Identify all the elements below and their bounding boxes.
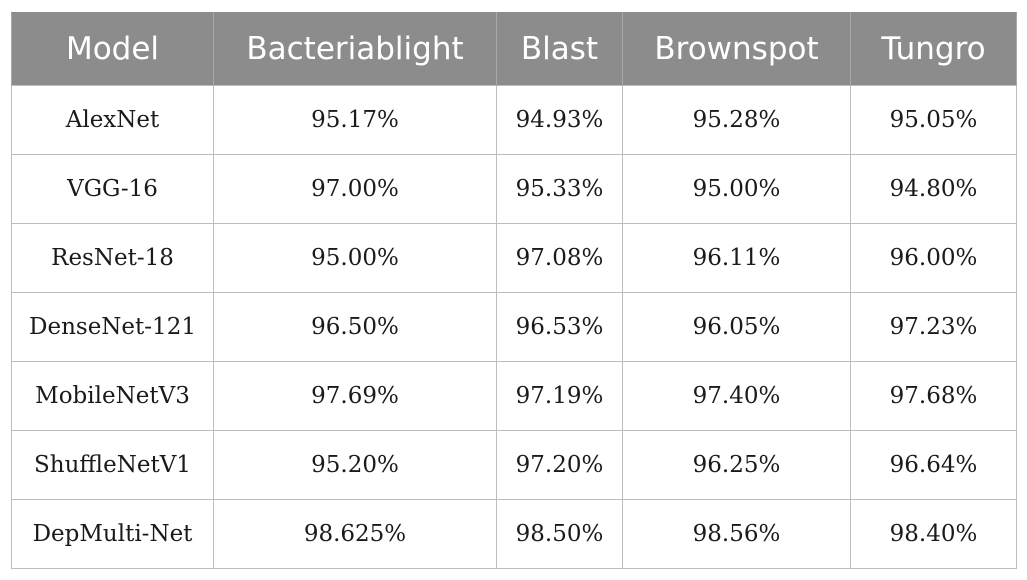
- header-model: Model: [11, 12, 214, 86]
- brownspot-cell: 96.11%: [622, 223, 851, 293]
- brownspot-cell: 98.56%: [622, 499, 851, 569]
- table-row: DenseNet-121 96.50% 96.53% 96.05% 97.23%: [11, 292, 1017, 362]
- blast-cell: 98.50%: [496, 499, 623, 569]
- blast-cell: 97.08%: [496, 223, 623, 293]
- tungro-cell: 97.23%: [850, 292, 1017, 362]
- model-name-cell: VGG-16: [11, 154, 214, 224]
- tungro-cell: 95.05%: [850, 85, 1017, 155]
- bacteriablight-cell: 97.69%: [213, 361, 497, 431]
- bacteriablight-cell: 98.625%: [213, 499, 497, 569]
- header-brownspot: Brownspot: [622, 12, 851, 86]
- bacteriablight-cell: 95.00%: [213, 223, 497, 293]
- table-body: AlexNet 95.17% 94.93% 95.28% 95.05% VGG-…: [11, 85, 1017, 569]
- model-name-cell: ShuffleNetV1: [11, 430, 214, 500]
- table-row: AlexNet 95.17% 94.93% 95.28% 95.05%: [11, 85, 1017, 155]
- tungro-cell: 96.64%: [850, 430, 1017, 500]
- bacteriablight-cell: 97.00%: [213, 154, 497, 224]
- table-row: DepMulti-Net 98.625% 98.50% 98.56% 98.40…: [11, 499, 1017, 569]
- brownspot-cell: 96.05%: [622, 292, 851, 362]
- model-name-cell: MobileNetV3: [11, 361, 214, 431]
- blast-cell: 96.53%: [496, 292, 623, 362]
- bacteriablight-cell: 95.20%: [213, 430, 497, 500]
- blast-cell: 97.19%: [496, 361, 623, 431]
- model-name-cell: ResNet-18: [11, 223, 214, 293]
- table-row: MobileNetV3 97.69% 97.19% 97.40% 97.68%: [11, 361, 1017, 431]
- header-row: Model Bacteriablight Blast Brownspot Tun…: [11, 12, 1017, 86]
- model-name-cell: AlexNet: [11, 85, 214, 155]
- blast-cell: 97.20%: [496, 430, 623, 500]
- blast-cell: 95.33%: [496, 154, 623, 224]
- tungro-cell: 98.40%: [850, 499, 1017, 569]
- brownspot-cell: 95.28%: [622, 85, 851, 155]
- brownspot-cell: 96.25%: [622, 430, 851, 500]
- blast-cell: 94.93%: [496, 85, 623, 155]
- model-name-cell: DepMulti-Net: [11, 499, 214, 569]
- bacteriablight-cell: 95.17%: [213, 85, 497, 155]
- model-name-cell: DenseNet-121: [11, 292, 214, 362]
- table-row: ShuffleNetV1 95.20% 97.20% 96.25% 96.64%: [11, 430, 1017, 500]
- header-tungro: Tungro: [850, 12, 1017, 86]
- bacteriablight-cell: 96.50%: [213, 292, 497, 362]
- tungro-cell: 96.00%: [850, 223, 1017, 293]
- brownspot-cell: 95.00%: [622, 154, 851, 224]
- brownspot-cell: 97.40%: [622, 361, 851, 431]
- header-blast: Blast: [496, 12, 623, 86]
- table-row: ResNet-18 95.00% 97.08% 96.11% 96.00%: [11, 223, 1017, 293]
- table-header: Model Bacteriablight Blast Brownspot Tun…: [11, 12, 1017, 86]
- tungro-cell: 94.80%: [850, 154, 1017, 224]
- tungro-cell: 97.68%: [850, 361, 1017, 431]
- header-bacteriablight: Bacteriablight: [213, 12, 497, 86]
- table-row: VGG-16 97.00% 95.33% 95.00% 94.80%: [11, 154, 1017, 224]
- results-table: Model Bacteriablight Blast Brownspot Tun…: [11, 12, 1017, 569]
